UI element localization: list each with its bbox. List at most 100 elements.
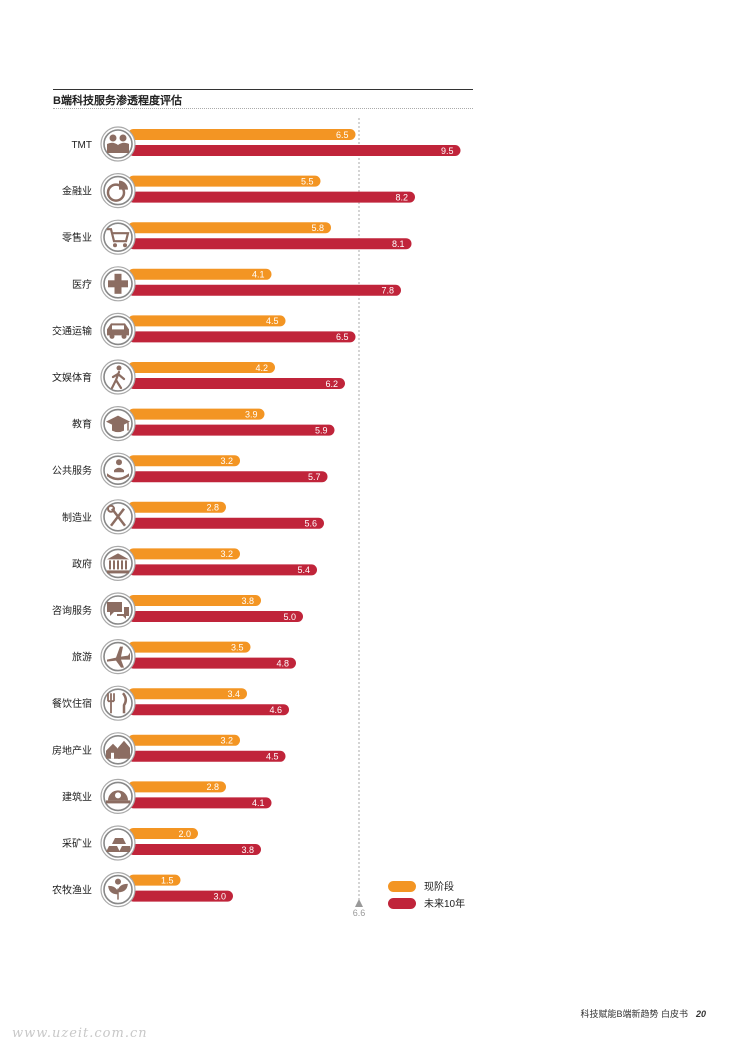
houses-icon <box>106 740 130 759</box>
current-value-label: 3.5 <box>231 642 244 652</box>
category-label: 文娱体育 <box>52 371 92 384</box>
walking-person-icon <box>110 365 126 390</box>
future-value-label: 4.1 <box>252 798 265 808</box>
future-value-label: 8.1 <box>392 239 405 249</box>
current-bar <box>128 734 240 746</box>
future-value-label: 5.6 <box>304 519 317 529</box>
chart-title: B端科技服务渗透程度评估 <box>53 95 182 107</box>
future-value-label: 3.8 <box>241 845 254 855</box>
government-building-icon <box>107 553 129 574</box>
chat-bubbles-icon <box>107 602 129 619</box>
medical-cross-icon <box>108 273 128 294</box>
category-label: 制造业 <box>62 511 92 524</box>
current-value-label: 6.5 <box>336 130 349 140</box>
reference-label: 6.6 <box>353 908 366 918</box>
current-bar <box>128 641 251 653</box>
category-label: 旅游 <box>72 651 92 664</box>
current-value-label: 5.8 <box>311 223 324 233</box>
future-value-label: 4.8 <box>276 658 289 668</box>
footer-text: 科技赋能B端新趋势 白皮书 <box>580 1009 688 1019</box>
future-value-label: 3.0 <box>213 891 226 901</box>
current-bar <box>128 175 321 187</box>
future-bar <box>128 797 272 809</box>
category-label: 教育 <box>72 418 92 431</box>
chart-canvas: 6.6 TMT 6.5 9.5 金融业 5.5 8.2 零售业 5.8 8.1 医疗 4.1 7.8 交通… <box>52 118 465 918</box>
legend-future-swatch <box>388 898 416 909</box>
title-rule <box>53 89 473 90</box>
current-bar <box>128 688 247 700</box>
current-value-label: 4.2 <box>255 363 268 373</box>
future-bar <box>128 378 345 389</box>
current-value-label: 3.2 <box>220 736 233 746</box>
future-bar <box>128 424 335 436</box>
future-value-label: 5.9 <box>315 425 328 435</box>
current-value-label: 5.5 <box>301 176 314 186</box>
current-bar <box>128 595 261 606</box>
current-value-label: 2.8 <box>206 782 219 792</box>
current-bar <box>128 408 265 420</box>
page-number: 20 <box>695 1009 706 1019</box>
pie-chart-icon <box>106 180 128 202</box>
future-bar <box>128 657 296 669</box>
legend-current-label: 现阶段 <box>424 880 454 893</box>
current-bar <box>128 828 198 839</box>
future-bar <box>128 750 286 762</box>
airplane-icon <box>107 646 130 668</box>
current-bar <box>128 362 275 373</box>
tools-icon <box>107 504 126 527</box>
future-value-label: 7.8 <box>381 286 394 296</box>
future-value-label: 9.5 <box>441 146 454 156</box>
current-value-label: 3.8 <box>241 596 254 606</box>
page-footer: 科技赋能B端新趋势 白皮书 20 <box>580 1007 706 1020</box>
shopping-cart-icon <box>107 228 130 248</box>
future-value-label: 8.2 <box>395 192 408 202</box>
hand-person-icon <box>107 459 129 481</box>
current-bar <box>128 501 226 513</box>
category-label: 交通运输 <box>52 324 92 337</box>
graduation-cap-icon <box>106 415 130 433</box>
current-bar <box>128 455 240 467</box>
future-value-label: 4.5 <box>266 752 279 762</box>
future-bar <box>128 331 356 343</box>
future-value-label: 6.5 <box>336 332 349 342</box>
category-label: 餐饮住宿 <box>52 697 92 710</box>
future-bar <box>128 704 289 716</box>
category-label: 公共服务 <box>52 464 92 477</box>
category-label: 建筑业 <box>62 790 92 803</box>
current-value-label: 3.9 <box>245 409 258 419</box>
category-label: 农牧渔业 <box>52 884 92 897</box>
future-bar <box>128 471 328 483</box>
future-bar <box>128 564 317 576</box>
helmet-icon <box>106 790 130 804</box>
current-value-label: 4.5 <box>266 316 279 326</box>
current-value-label: 2.0 <box>178 829 191 839</box>
future-bar <box>128 844 261 855</box>
current-value-label: 3.4 <box>227 689 240 699</box>
future-value-label: 5.4 <box>297 565 310 575</box>
future-bar <box>128 890 233 902</box>
current-value-label: 2.8 <box>206 503 219 513</box>
car-icon <box>107 323 129 339</box>
plant-sun-icon <box>108 878 128 900</box>
future-bar <box>128 191 415 203</box>
current-bar <box>128 268 272 280</box>
category-label: 医疗 <box>72 278 92 291</box>
current-bar <box>128 315 286 327</box>
category-label: 咨询服务 <box>52 604 92 617</box>
category-label: 金融业 <box>62 185 92 198</box>
future-value-label: 5.7 <box>308 472 321 482</box>
future-value-label: 6.2 <box>325 379 338 389</box>
people-icon <box>107 134 129 153</box>
watermark-text: www.uzeit.com.cn <box>12 1026 148 1041</box>
current-bar <box>128 548 240 560</box>
category-label: 房地产业 <box>52 744 92 757</box>
future-bar <box>128 284 401 296</box>
future-bar <box>128 238 412 250</box>
future-value-label: 5.0 <box>283 612 296 622</box>
gold-bars-icon <box>106 838 130 852</box>
reference-marker <box>355 899 363 907</box>
future-bar <box>128 611 303 622</box>
title-divider <box>53 108 473 109</box>
future-bar <box>128 145 461 156</box>
current-bar <box>128 781 226 793</box>
